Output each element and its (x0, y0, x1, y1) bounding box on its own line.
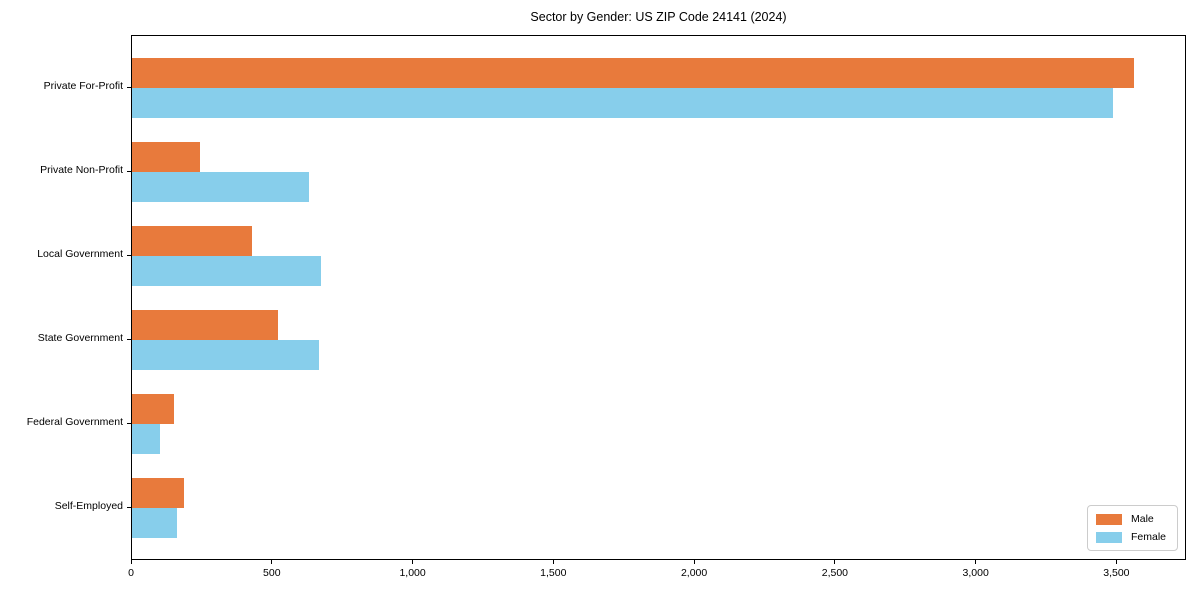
x-tick-label-2-500: 2,500 (821, 567, 849, 579)
bar-male-self-employed (132, 478, 185, 508)
x-tick-mark (271, 560, 273, 564)
bar-male-state-government (132, 310, 279, 340)
plot-area: Male Female (131, 35, 1186, 560)
x-tick-mark (412, 560, 414, 564)
legend-item-female: Female (1095, 531, 1166, 543)
bar-male-private-for-profit (132, 58, 1135, 88)
legend-item-male: Male (1095, 513, 1166, 525)
x-tick-label-0: 0 (128, 567, 134, 579)
y-tick-label-local-government: Local Government (37, 248, 123, 260)
y-tick-mark (127, 171, 131, 172)
bar-female-self-employed (132, 508, 177, 538)
x-tick-label-1-000: 1,000 (399, 567, 426, 579)
x-tick-label-500: 500 (263, 567, 281, 579)
legend-label-male: Male (1130, 513, 1154, 525)
y-tick-mark (127, 255, 131, 256)
x-tick-label-3-000: 3,000 (962, 567, 989, 579)
chart-title: Sector by Gender: US ZIP Code 24141 (202… (530, 10, 787, 24)
bar-female-federal-government (132, 424, 161, 454)
x-tick-label-2-000: 2,000 (680, 567, 708, 579)
legend-swatch-female-icon (1095, 531, 1122, 543)
bar-male-private-non-profit (132, 142, 200, 172)
bar-female-state-government (132, 340, 320, 370)
x-tick-mark (693, 560, 695, 564)
legend-swatch-male-icon (1095, 513, 1122, 525)
y-tick-label-state-government: State Government (37, 332, 123, 344)
y-tick-mark (127, 339, 131, 340)
y-tick-label-self-employed: Self-Employed (54, 500, 123, 512)
bar-female-private-non-profit (132, 172, 310, 202)
y-tick-mark (127, 507, 131, 508)
legend-label-female: Female (1130, 531, 1166, 543)
x-tick-mark (1115, 560, 1117, 564)
y-tick-label-private-non-profit: Private Non-Profit (40, 164, 123, 176)
x-tick-mark (130, 560, 132, 564)
x-tick-mark (834, 560, 836, 564)
y-tick-label-federal-government: Federal Government (26, 416, 123, 428)
legend: Male Female (1086, 505, 1178, 551)
x-tick-label-3-500: 3,500 (1103, 567, 1130, 579)
bar-female-private-for-profit (132, 88, 1114, 118)
x-tick-mark (975, 560, 977, 564)
x-tick-label-1-500: 1,500 (540, 567, 567, 579)
y-tick-mark (127, 423, 131, 424)
y-tick-label-private-for-profit: Private For-Profit (43, 80, 123, 92)
y-tick-mark (127, 87, 131, 88)
bar-female-local-government (132, 256, 321, 286)
bar-male-federal-government (132, 394, 175, 424)
bar-male-local-government (132, 226, 252, 256)
x-tick-mark (552, 560, 554, 564)
